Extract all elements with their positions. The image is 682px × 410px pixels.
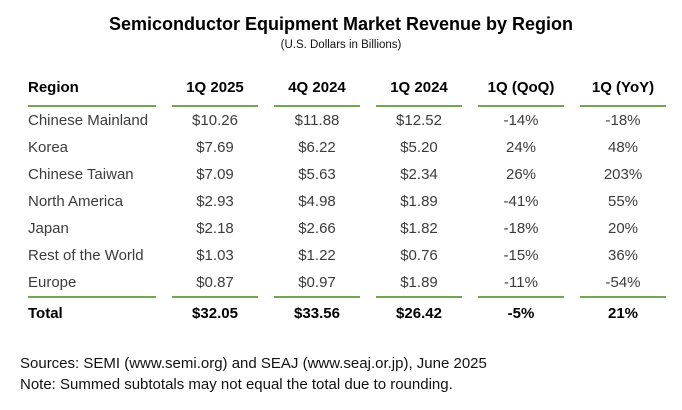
value-cell: $7.09 xyxy=(196,165,234,183)
total-1q2025: $32.05 xyxy=(172,295,258,327)
value-cell: 26% xyxy=(505,165,537,183)
value-cell: $1.03 xyxy=(196,246,234,264)
table-row: North America $2.93 $4.98 $1.89 -41% 55% xyxy=(28,188,666,215)
value-cell: $0.97 xyxy=(298,273,336,291)
region-cell: Europe xyxy=(28,273,77,291)
table-body: Chinese Mainland $10.26 $11.88 $12.52 -14% -1… xyxy=(28,107,666,296)
value-cell: $0.76 xyxy=(400,246,438,264)
table-row: Rest of the World $1.03 $1.22 $0.76 -15% 36% xyxy=(28,242,666,269)
value-cell: $1.82 xyxy=(400,219,438,237)
value-cell: $1.22 xyxy=(298,246,336,264)
value-cell: -11% xyxy=(504,273,538,291)
page-subtitle: (U.S. Dollars in Billions) xyxy=(280,38,402,51)
value-cell: 20% xyxy=(607,219,639,237)
table-row: Chinese Taiwan $7.09 $5.63 $2.34 26% 203% xyxy=(28,161,666,188)
header-row: Region 1Q 2025 4Q 2024 1Q 2024 1Q (QoQ) … xyxy=(28,75,666,107)
value-cell: -41% xyxy=(503,192,539,210)
total-4q2024: $33.56 xyxy=(274,295,360,327)
value-cell: -18% xyxy=(503,219,539,237)
revenue-table: Region 1Q 2025 4Q 2024 1Q 2024 1Q (QoQ) … xyxy=(12,75,682,327)
table-footer: Total $32.05 $33.56 $26.42 -5% 21% xyxy=(28,295,666,327)
value-cell: -14% xyxy=(503,111,539,129)
region-cell: Korea xyxy=(28,138,69,156)
region-cell: Chinese Taiwan xyxy=(28,165,134,183)
note-line: Note: Summed subtotals may not equal the… xyxy=(20,375,453,393)
table-row: Chinese Mainland $10.26 $11.88 $12.52 -14% -1… xyxy=(28,107,666,134)
value-cell: $11.88 xyxy=(294,111,340,129)
value-cell: $2.66 xyxy=(298,219,336,237)
value-cell: 203% xyxy=(603,165,643,183)
page-title: Semiconductor Equipment Market Revenue b… xyxy=(108,14,574,34)
column-header-qoq: 1Q (QoQ) xyxy=(478,75,564,107)
column-header-1q2024: 1Q 2024 xyxy=(376,75,462,107)
value-cell: -15% xyxy=(503,246,539,264)
value-cell: $10.26 xyxy=(192,111,238,129)
total-label: Total xyxy=(28,295,156,327)
value-cell: 55% xyxy=(607,192,639,210)
value-cell: $2.18 xyxy=(196,219,234,237)
column-header-4q2024: 4Q 2024 xyxy=(274,75,360,107)
total-qoq: -5% xyxy=(478,295,564,327)
value-cell: -18% xyxy=(605,111,641,129)
table-row: Europe $0.87 $0.97 $1.89 -11% -54% xyxy=(28,269,666,296)
value-cell: $4.98 xyxy=(298,192,336,210)
total-row: Total $32.05 $33.56 $26.42 -5% 21% xyxy=(28,295,666,327)
value-cell: -54% xyxy=(605,273,641,291)
value-cell: $2.34 xyxy=(400,165,438,183)
value-cell: $1.89 xyxy=(400,273,438,291)
sources-line: Sources: SEMI (www.semi.org) and SEAJ (w… xyxy=(20,354,487,372)
value-cell: $1.89 xyxy=(400,192,438,210)
region-cell: North America xyxy=(28,192,124,210)
value-cell: $6.22 xyxy=(298,138,336,156)
total-yoy: 21% xyxy=(580,295,666,327)
column-header-1q2025: 1Q 2025 xyxy=(172,75,258,107)
table-row: Japan $2.18 $2.66 $1.82 -18% 20% xyxy=(28,215,666,242)
region-cell: Rest of the World xyxy=(28,246,144,264)
column-header-region: Region xyxy=(28,75,156,107)
table-row: Korea $7.69 $6.22 $5.20 24% 48% xyxy=(28,134,666,161)
region-cell: Japan xyxy=(28,219,69,237)
value-cell: $7.69 xyxy=(196,138,234,156)
value-cell: $0.87 xyxy=(196,273,234,291)
value-cell: $5.63 xyxy=(298,165,336,183)
total-1q2024: $26.42 xyxy=(376,295,462,327)
footnotes: Sources: SEMI (www.semi.org) and SEAJ (w… xyxy=(20,353,682,395)
value-cell: $5.20 xyxy=(400,138,438,156)
column-header-yoy: 1Q (YoY) xyxy=(580,75,666,107)
table-header: Region 1Q 2025 4Q 2024 1Q 2024 1Q (QoQ) … xyxy=(28,75,666,107)
region-cell: Chinese Mainland xyxy=(28,111,149,129)
value-cell: 36% xyxy=(607,246,639,264)
value-cell: 48% xyxy=(607,138,639,156)
value-cell: $2.93 xyxy=(196,192,234,210)
value-cell: 24% xyxy=(505,138,537,156)
value-cell: $12.52 xyxy=(396,111,442,129)
